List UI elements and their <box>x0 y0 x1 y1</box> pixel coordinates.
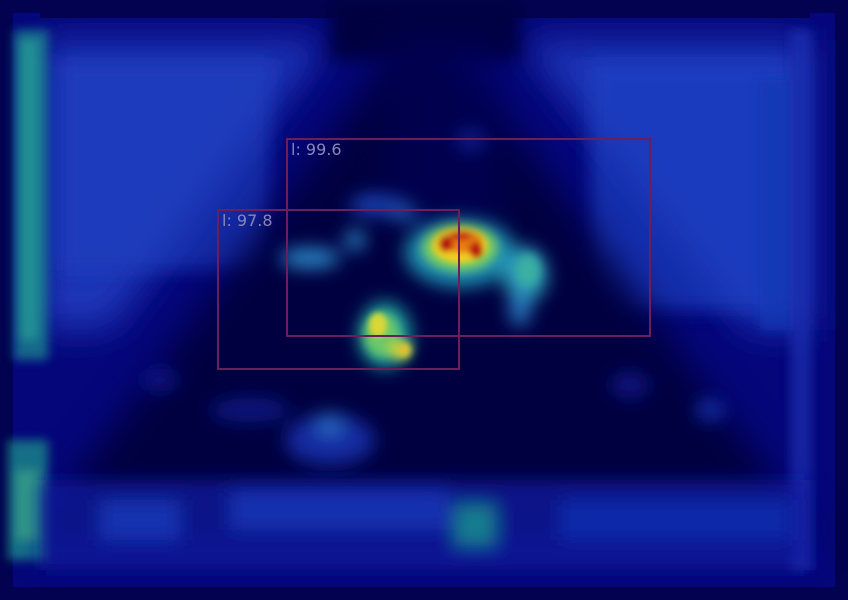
detection-label: l: 97.8 <box>222 211 273 230</box>
detection-label: l: 99.6 <box>291 140 342 159</box>
detection-box: l: 97.8 <box>217 209 460 370</box>
detection-box: l: 99.6 <box>286 138 651 337</box>
